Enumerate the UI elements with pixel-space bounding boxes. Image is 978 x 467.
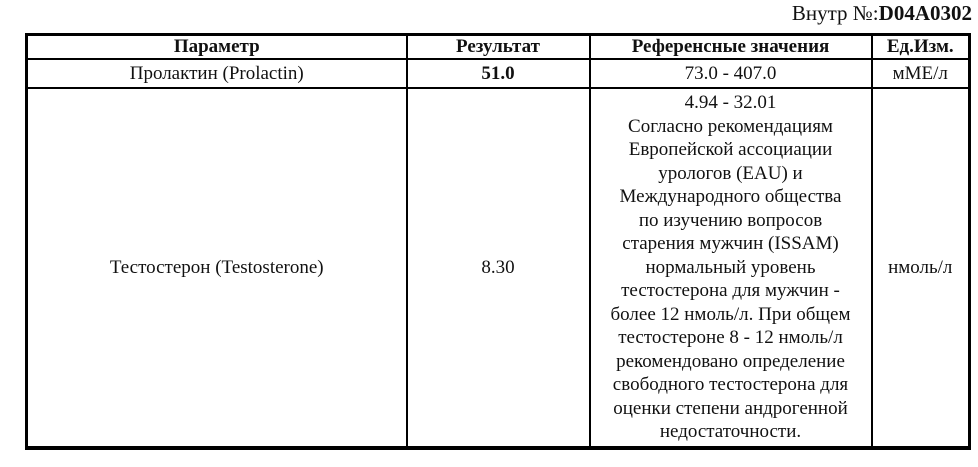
lab-results-table: Параметр Результат Референсные значения … [25, 33, 971, 450]
testosterone-unit-cell: нмоль/л [870, 87, 971, 449]
internal-number-value: D04A0302 [878, 1, 972, 25]
prolactin-unit-cell: мМЕ/л [870, 58, 971, 89]
col-header-parameter: Параметр [25, 33, 408, 60]
col-header-unit: Ед.Изм. [870, 33, 971, 60]
internal-number-label: Внутр №: [791, 1, 879, 25]
prolactin-reference-cell: 73.0 - 407.0 [588, 58, 873, 89]
table-row-prolactin: Пролактин (Prolactin) 51.0 73.0 - 407.0 … [25, 58, 971, 89]
testosterone-reference-cell: 4.94 - 32.01 Согласно рекомендациям Евро… [588, 87, 873, 449]
testosterone-parameter-cell: Тестостерон (Testosterone) [25, 87, 408, 449]
prolactin-result-cell: 51.0 [405, 58, 591, 89]
col-header-reference: Референсные значения [588, 33, 873, 60]
table-row-testosterone: Тестостерон (Testosterone) 8.30 4.94 - 3… [25, 87, 971, 449]
table-header-row: Параметр Результат Референсные значения … [25, 33, 971, 60]
testosterone-result-cell: 8.30 [405, 87, 591, 449]
prolactin-parameter-cell: Пролактин (Prolactin) [25, 58, 408, 89]
col-header-result: Результат [405, 33, 591, 60]
internal-number: Внутр №:D04A0302 [792, 0, 972, 26]
